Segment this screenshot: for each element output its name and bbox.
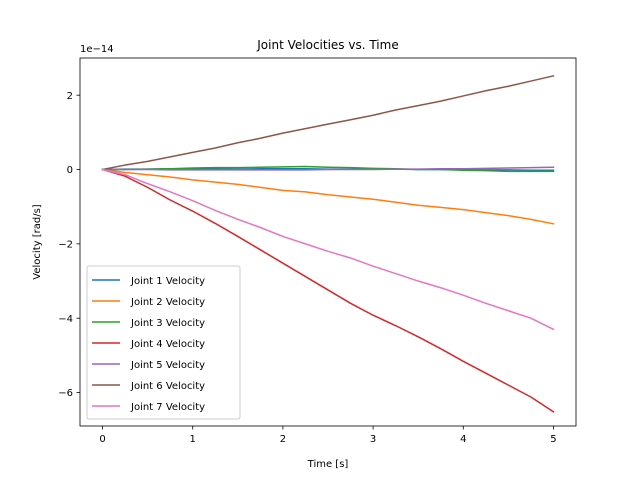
series-line-joint-3 (101, 165, 555, 173)
x-axis-label: Time [s] (307, 459, 349, 470)
series-line-joint-4 (101, 168, 555, 413)
series-line-joint-7 (101, 168, 555, 331)
series-layer (101, 74, 555, 413)
legend-label-joint-2: Joint 2 Velocity (130, 297, 205, 308)
legend-label-joint-5: Joint 5 Velocity (130, 360, 205, 371)
y-tick-label: 2 (67, 91, 73, 102)
plot-frame (79, 57, 577, 427)
y-tick-label: −2 (58, 239, 73, 250)
y-tick-label: −6 (58, 388, 73, 399)
legend-label-joint-1: Joint 1 Velocity (130, 276, 205, 287)
y-axis: −6 −4 −2 0 2 (58, 91, 80, 399)
x-tick-label: 2 (280, 434, 286, 445)
legend-label-joint-3: Joint 3 Velocity (130, 318, 205, 329)
chart-title: Joint Velocities vs. Time (256, 38, 398, 52)
series-line-joint-2 (101, 168, 555, 225)
y-tick-label: 0 (67, 165, 73, 176)
x-axis: 0 1 2 3 4 5 (99, 426, 557, 445)
x-tick-label: 5 (550, 434, 556, 445)
legend-label-joint-7: Joint 7 Velocity (130, 402, 205, 413)
legend: Joint 1 Velocity Joint 2 Velocity Joint 3 … (86, 265, 241, 420)
legend-frame (86, 265, 241, 420)
series-line-joint-5 (101, 166, 555, 171)
x-tick-label: 3 (370, 434, 376, 445)
y-offset-text: 1e−14 (80, 44, 114, 55)
y-tick-label: −4 (58, 314, 73, 325)
x-tick-label: 4 (460, 434, 466, 445)
legend-label-joint-4: Joint 4 Velocity (130, 339, 205, 350)
x-tick-label: 0 (99, 434, 105, 445)
x-tick-label: 1 (190, 434, 196, 445)
series-line-joint-6 (101, 74, 555, 171)
legend-label-joint-6: Joint 6 Velocity (130, 381, 205, 392)
y-axis-label: Velocity [rad/s] (32, 204, 43, 279)
